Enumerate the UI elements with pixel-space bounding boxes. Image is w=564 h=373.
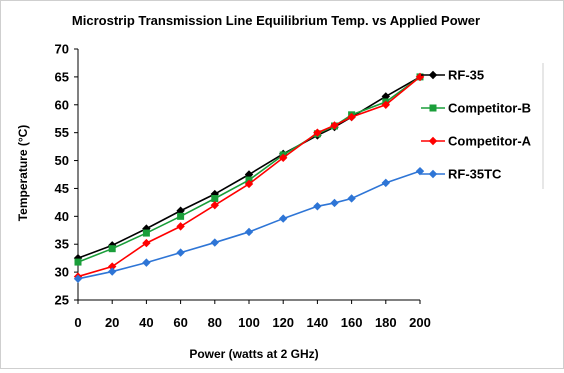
y-tick-label: 25: [55, 293, 69, 308]
x-axis: 0 20 40 60 80 100 120 140 160 180 200: [74, 299, 431, 330]
data-point: [108, 267, 117, 276]
x-tick-label: 80: [208, 315, 222, 330]
legend-swatch-marker: [428, 169, 438, 179]
x-tick-label: 40: [139, 315, 153, 330]
series-competitor-b: [74, 73, 424, 266]
x-axis-label: Power (watts at 2 GHz): [189, 347, 318, 361]
series-line: [77, 170, 421, 280]
data-point: [244, 170, 254, 179]
data-point: [347, 112, 356, 122]
legend-swatch-marker: [428, 136, 438, 146]
x-tick-label: 200: [409, 315, 431, 330]
legend-label: RF-35TC: [448, 167, 502, 182]
legend-item: Competitor-B: [421, 101, 531, 116]
data-point: [142, 258, 151, 267]
data-point: [244, 227, 254, 237]
series-line: [77, 76, 421, 259]
data-point: [313, 128, 322, 137]
data-point: [279, 214, 288, 223]
x-tick-label: 120: [272, 315, 294, 330]
series-competitor-a: [73, 72, 425, 281]
y-axis: 25 30 35 40 45 50 55 60 65 70: [55, 42, 79, 308]
x-tick-label: 100: [238, 315, 260, 330]
chart-title: Microstrip Transmission Line Equilibrium…: [72, 13, 480, 28]
y-tick-label: 30: [55, 265, 69, 280]
x-tick-label: 180: [375, 315, 397, 330]
y-tick-label: 55: [55, 125, 69, 140]
data-point: [73, 274, 83, 284]
data-point: [108, 262, 117, 271]
data-point: [313, 202, 322, 211]
y-tick-label: 65: [55, 69, 69, 84]
legend: RF-35 Competitor-B Competitor-A RF-35TC: [421, 63, 544, 189]
y-tick-label: 35: [55, 237, 69, 252]
data-point: [211, 194, 219, 202]
data-point: [330, 121, 339, 130]
series-layer: [73, 72, 425, 284]
data-point: [381, 178, 390, 188]
series-rf-35tc: [73, 166, 425, 284]
legend-item: Competitor-A: [421, 134, 532, 149]
series-line: [77, 76, 421, 278]
legend-item: RF-35: [421, 68, 484, 83]
x-tick-label: 20: [105, 315, 119, 330]
data-point: [176, 222, 185, 231]
y-tick-label: 40: [55, 209, 69, 224]
data-point: [330, 198, 339, 208]
data-point: [176, 248, 185, 257]
series-line: [77, 76, 421, 263]
data-point: [381, 100, 390, 109]
data-point: [210, 238, 219, 247]
x-tick-label: 160: [341, 315, 363, 330]
data-point: [142, 238, 151, 248]
legend-swatch-marker: [429, 104, 437, 112]
y-axis-label: Temperature (°C): [16, 125, 30, 222]
y-tick-label: 45: [55, 181, 69, 196]
legend-label: Competitor-B: [448, 101, 531, 116]
y-tick-label: 50: [55, 153, 69, 168]
x-tick-label: 60: [173, 315, 187, 330]
data-point: [108, 245, 116, 253]
data-point: [279, 153, 288, 162]
data-point: [177, 212, 185, 220]
data-point: [347, 194, 356, 203]
legend-swatch-marker: [428, 70, 438, 80]
y-tick-label: 60: [55, 97, 69, 112]
data-point: [74, 258, 82, 266]
data-point: [142, 229, 150, 237]
x-tick-label: 140: [307, 315, 329, 330]
legend-label: Competitor-A: [448, 134, 532, 149]
data-point: [244, 179, 254, 189]
data-point: [210, 200, 219, 210]
y-tick-label: 70: [55, 42, 69, 57]
legend-item: RF-35TC: [421, 167, 502, 182]
x-tick-label: 0: [74, 315, 81, 330]
legend-label: RF-35: [448, 68, 484, 83]
